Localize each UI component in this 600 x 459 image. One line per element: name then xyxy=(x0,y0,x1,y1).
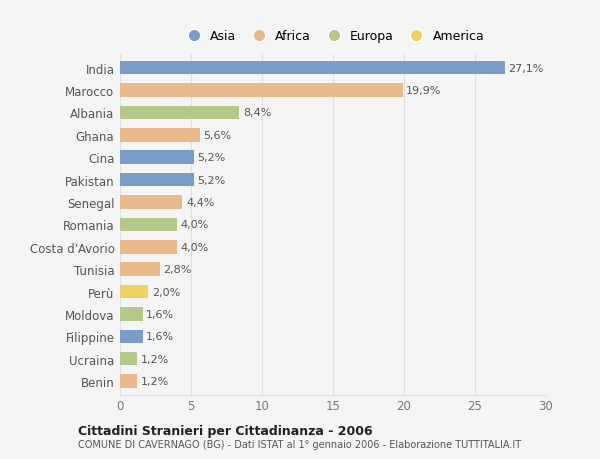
Text: 1,2%: 1,2% xyxy=(140,354,169,364)
Text: 4,0%: 4,0% xyxy=(181,242,209,252)
Text: 4,0%: 4,0% xyxy=(181,220,209,230)
Bar xyxy=(120,84,403,97)
Legend: Asia, Africa, Europa, America: Asia, Africa, Europa, America xyxy=(179,28,487,45)
Text: 5,2%: 5,2% xyxy=(197,175,226,185)
Text: 1,2%: 1,2% xyxy=(140,376,169,386)
Bar xyxy=(120,263,160,276)
Text: Cittadini Stranieri per Cittadinanza - 2006: Cittadini Stranieri per Cittadinanza - 2… xyxy=(78,424,373,437)
Bar xyxy=(120,196,182,209)
Text: 1,6%: 1,6% xyxy=(146,332,175,341)
Bar xyxy=(120,375,137,388)
Bar xyxy=(120,285,148,299)
Bar xyxy=(120,174,194,187)
Bar xyxy=(120,241,177,254)
Bar xyxy=(120,62,505,75)
Text: 5,6%: 5,6% xyxy=(203,130,231,140)
Bar xyxy=(120,218,177,232)
Bar xyxy=(120,330,143,343)
Bar xyxy=(120,106,239,120)
Text: COMUNE DI CAVERNAGO (BG) - Dati ISTAT al 1° gennaio 2006 - Elaborazione TUTTITAL: COMUNE DI CAVERNAGO (BG) - Dati ISTAT al… xyxy=(78,440,521,449)
Text: 1,6%: 1,6% xyxy=(146,309,175,319)
Text: 5,2%: 5,2% xyxy=(197,153,226,163)
Text: 8,4%: 8,4% xyxy=(243,108,271,118)
Text: 2,0%: 2,0% xyxy=(152,287,180,297)
Bar xyxy=(120,353,137,366)
Bar xyxy=(120,308,143,321)
Bar xyxy=(120,129,200,142)
Text: 2,8%: 2,8% xyxy=(163,264,191,274)
Bar xyxy=(120,151,194,165)
Text: 27,1%: 27,1% xyxy=(508,63,544,73)
Text: 19,9%: 19,9% xyxy=(406,86,442,96)
Text: 4,4%: 4,4% xyxy=(186,197,214,207)
